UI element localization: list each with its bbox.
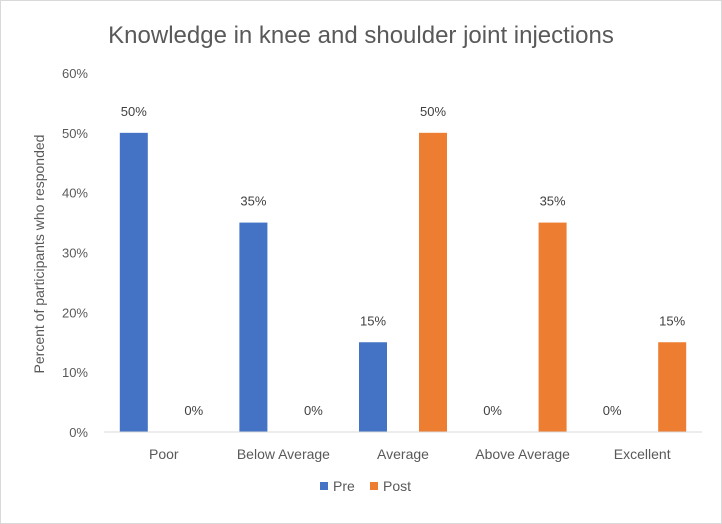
x-tick-label: Above Average: [475, 446, 570, 462]
data-label: 35%: [240, 194, 266, 209]
legend-label: Pre: [333, 478, 355, 494]
bar-pre: [359, 342, 387, 432]
data-label: 15%: [360, 313, 386, 328]
x-tick-label: Excellent: [614, 446, 671, 462]
chart-title: Knowledge in knee and shoulder joint inj…: [108, 22, 614, 49]
data-label: 35%: [540, 194, 566, 209]
y-tick-label: 0%: [69, 425, 88, 440]
y-tick-label: 40%: [62, 186, 88, 201]
data-label: 50%: [420, 104, 446, 119]
data-label: 0%: [483, 403, 502, 418]
bar-post: [658, 342, 687, 432]
bars-group: [119, 132, 687, 433]
data-label: 15%: [659, 313, 685, 328]
bar-post: [538, 222, 567, 432]
legend: Pre Post: [320, 478, 411, 494]
x-axis: Poor Below Average Average Above Average Exc…: [149, 446, 671, 462]
x-tick-label: Average: [377, 446, 429, 462]
y-tick-label: 20%: [62, 305, 88, 320]
y-tick-label: 60%: [62, 66, 88, 81]
y-axis: 0% 10% 20% 30% 40% 50% 60%: [62, 66, 88, 440]
bar-post: [419, 132, 447, 433]
data-label: 0%: [184, 403, 203, 418]
y-tick-label: 10%: [62, 365, 88, 380]
y-axis-label: Percent of participants who responded: [31, 135, 47, 374]
bar-pre: [239, 222, 268, 432]
data-label: 0%: [603, 403, 622, 418]
y-tick-label: 30%: [62, 246, 88, 261]
data-labels-group: 50% 0% 35% 0% 15% 50% 0% 35% 0% 15%: [121, 104, 686, 418]
legend-label: Post: [383, 478, 411, 494]
data-label: 50%: [121, 104, 147, 119]
x-tick-label: Poor: [149, 446, 179, 462]
bar-pre: [119, 132, 148, 433]
y-tick-label: 50%: [62, 126, 88, 141]
legend-swatch-post: [370, 482, 378, 490]
data-label: 0%: [304, 403, 323, 418]
legend-swatch-pre: [320, 482, 328, 490]
x-tick-label: Below Average: [237, 446, 330, 462]
